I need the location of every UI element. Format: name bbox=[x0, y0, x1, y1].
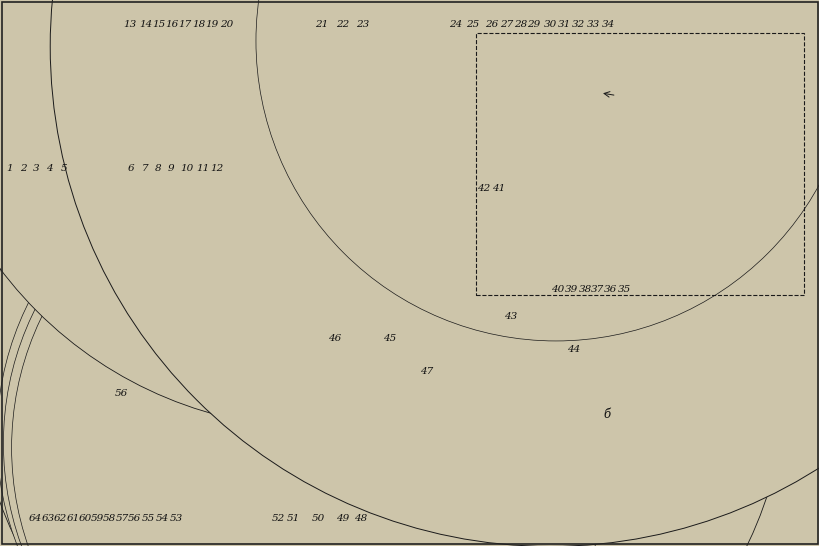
Text: 16: 16 bbox=[165, 20, 179, 29]
Circle shape bbox=[0, 0, 669, 546]
Ellipse shape bbox=[49, 0, 819, 546]
Bar bbox=[291, 43, 385, 80]
Text: 43: 43 bbox=[504, 312, 517, 321]
Circle shape bbox=[50, 0, 819, 546]
Text: 56: 56 bbox=[128, 514, 141, 523]
Text: 20: 20 bbox=[219, 20, 233, 29]
Ellipse shape bbox=[0, 0, 707, 546]
Circle shape bbox=[256, 0, 819, 341]
Circle shape bbox=[0, 0, 536, 546]
Text: 53: 53 bbox=[170, 514, 183, 523]
Text: 50: 50 bbox=[311, 514, 324, 523]
Text: 10: 10 bbox=[180, 164, 193, 173]
Circle shape bbox=[0, 0, 760, 546]
Text: 13: 13 bbox=[123, 20, 136, 29]
Circle shape bbox=[0, 66, 688, 546]
Ellipse shape bbox=[0, 0, 719, 546]
Ellipse shape bbox=[137, 0, 819, 546]
Text: 42: 42 bbox=[477, 184, 490, 193]
Text: 46: 46 bbox=[328, 334, 341, 343]
Circle shape bbox=[0, 0, 676, 546]
Text: 30: 30 bbox=[543, 20, 556, 29]
Text: 36: 36 bbox=[604, 285, 617, 294]
Circle shape bbox=[0, 0, 725, 546]
Text: б: б bbox=[603, 408, 609, 422]
Circle shape bbox=[0, 0, 755, 546]
Ellipse shape bbox=[100, 0, 819, 546]
Ellipse shape bbox=[0, 0, 683, 546]
Text: 15: 15 bbox=[152, 20, 165, 29]
Text: 34: 34 bbox=[601, 20, 614, 29]
Circle shape bbox=[0, 0, 414, 546]
Circle shape bbox=[0, 66, 647, 546]
Text: 24: 24 bbox=[449, 20, 462, 29]
Ellipse shape bbox=[0, 0, 768, 546]
Text: 55: 55 bbox=[142, 514, 155, 523]
Text: 2: 2 bbox=[20, 164, 26, 173]
Circle shape bbox=[0, 0, 483, 546]
Polygon shape bbox=[274, 85, 468, 109]
Circle shape bbox=[0, 66, 667, 546]
Bar bbox=[475, 33, 803, 295]
Circle shape bbox=[0, 0, 744, 546]
Text: 39: 39 bbox=[564, 285, 577, 294]
Ellipse shape bbox=[0, 0, 561, 546]
Text: 8: 8 bbox=[155, 164, 161, 173]
Ellipse shape bbox=[183, 0, 819, 546]
Ellipse shape bbox=[0, 0, 672, 546]
Ellipse shape bbox=[197, 0, 819, 546]
Text: 3: 3 bbox=[33, 164, 39, 173]
Polygon shape bbox=[292, 397, 369, 425]
Ellipse shape bbox=[168, 0, 819, 546]
Circle shape bbox=[0, 0, 440, 546]
Circle shape bbox=[0, 0, 396, 546]
Circle shape bbox=[0, 0, 676, 531]
Text: 62: 62 bbox=[54, 514, 67, 523]
Circle shape bbox=[57, 0, 819, 546]
Circle shape bbox=[0, 0, 440, 546]
Text: 56: 56 bbox=[115, 389, 128, 397]
Text: 17: 17 bbox=[179, 20, 192, 29]
Circle shape bbox=[0, 0, 676, 546]
Circle shape bbox=[0, 0, 390, 546]
Ellipse shape bbox=[0, 0, 687, 546]
Circle shape bbox=[0, 0, 771, 546]
Text: 19: 19 bbox=[205, 20, 218, 29]
Circle shape bbox=[0, 0, 396, 546]
Text: 37: 37 bbox=[590, 285, 604, 294]
Text: 59: 59 bbox=[91, 514, 104, 523]
Circle shape bbox=[0, 0, 707, 546]
Circle shape bbox=[0, 0, 654, 546]
Text: 52: 52 bbox=[272, 514, 285, 523]
Text: 14: 14 bbox=[139, 20, 152, 29]
Text: 33: 33 bbox=[586, 20, 600, 29]
Circle shape bbox=[67, 0, 819, 546]
Polygon shape bbox=[287, 401, 385, 431]
Polygon shape bbox=[426, 128, 465, 175]
Text: 22: 22 bbox=[336, 20, 349, 29]
Text: 35: 35 bbox=[618, 285, 631, 294]
Circle shape bbox=[0, 0, 707, 546]
Text: 41: 41 bbox=[491, 184, 505, 193]
